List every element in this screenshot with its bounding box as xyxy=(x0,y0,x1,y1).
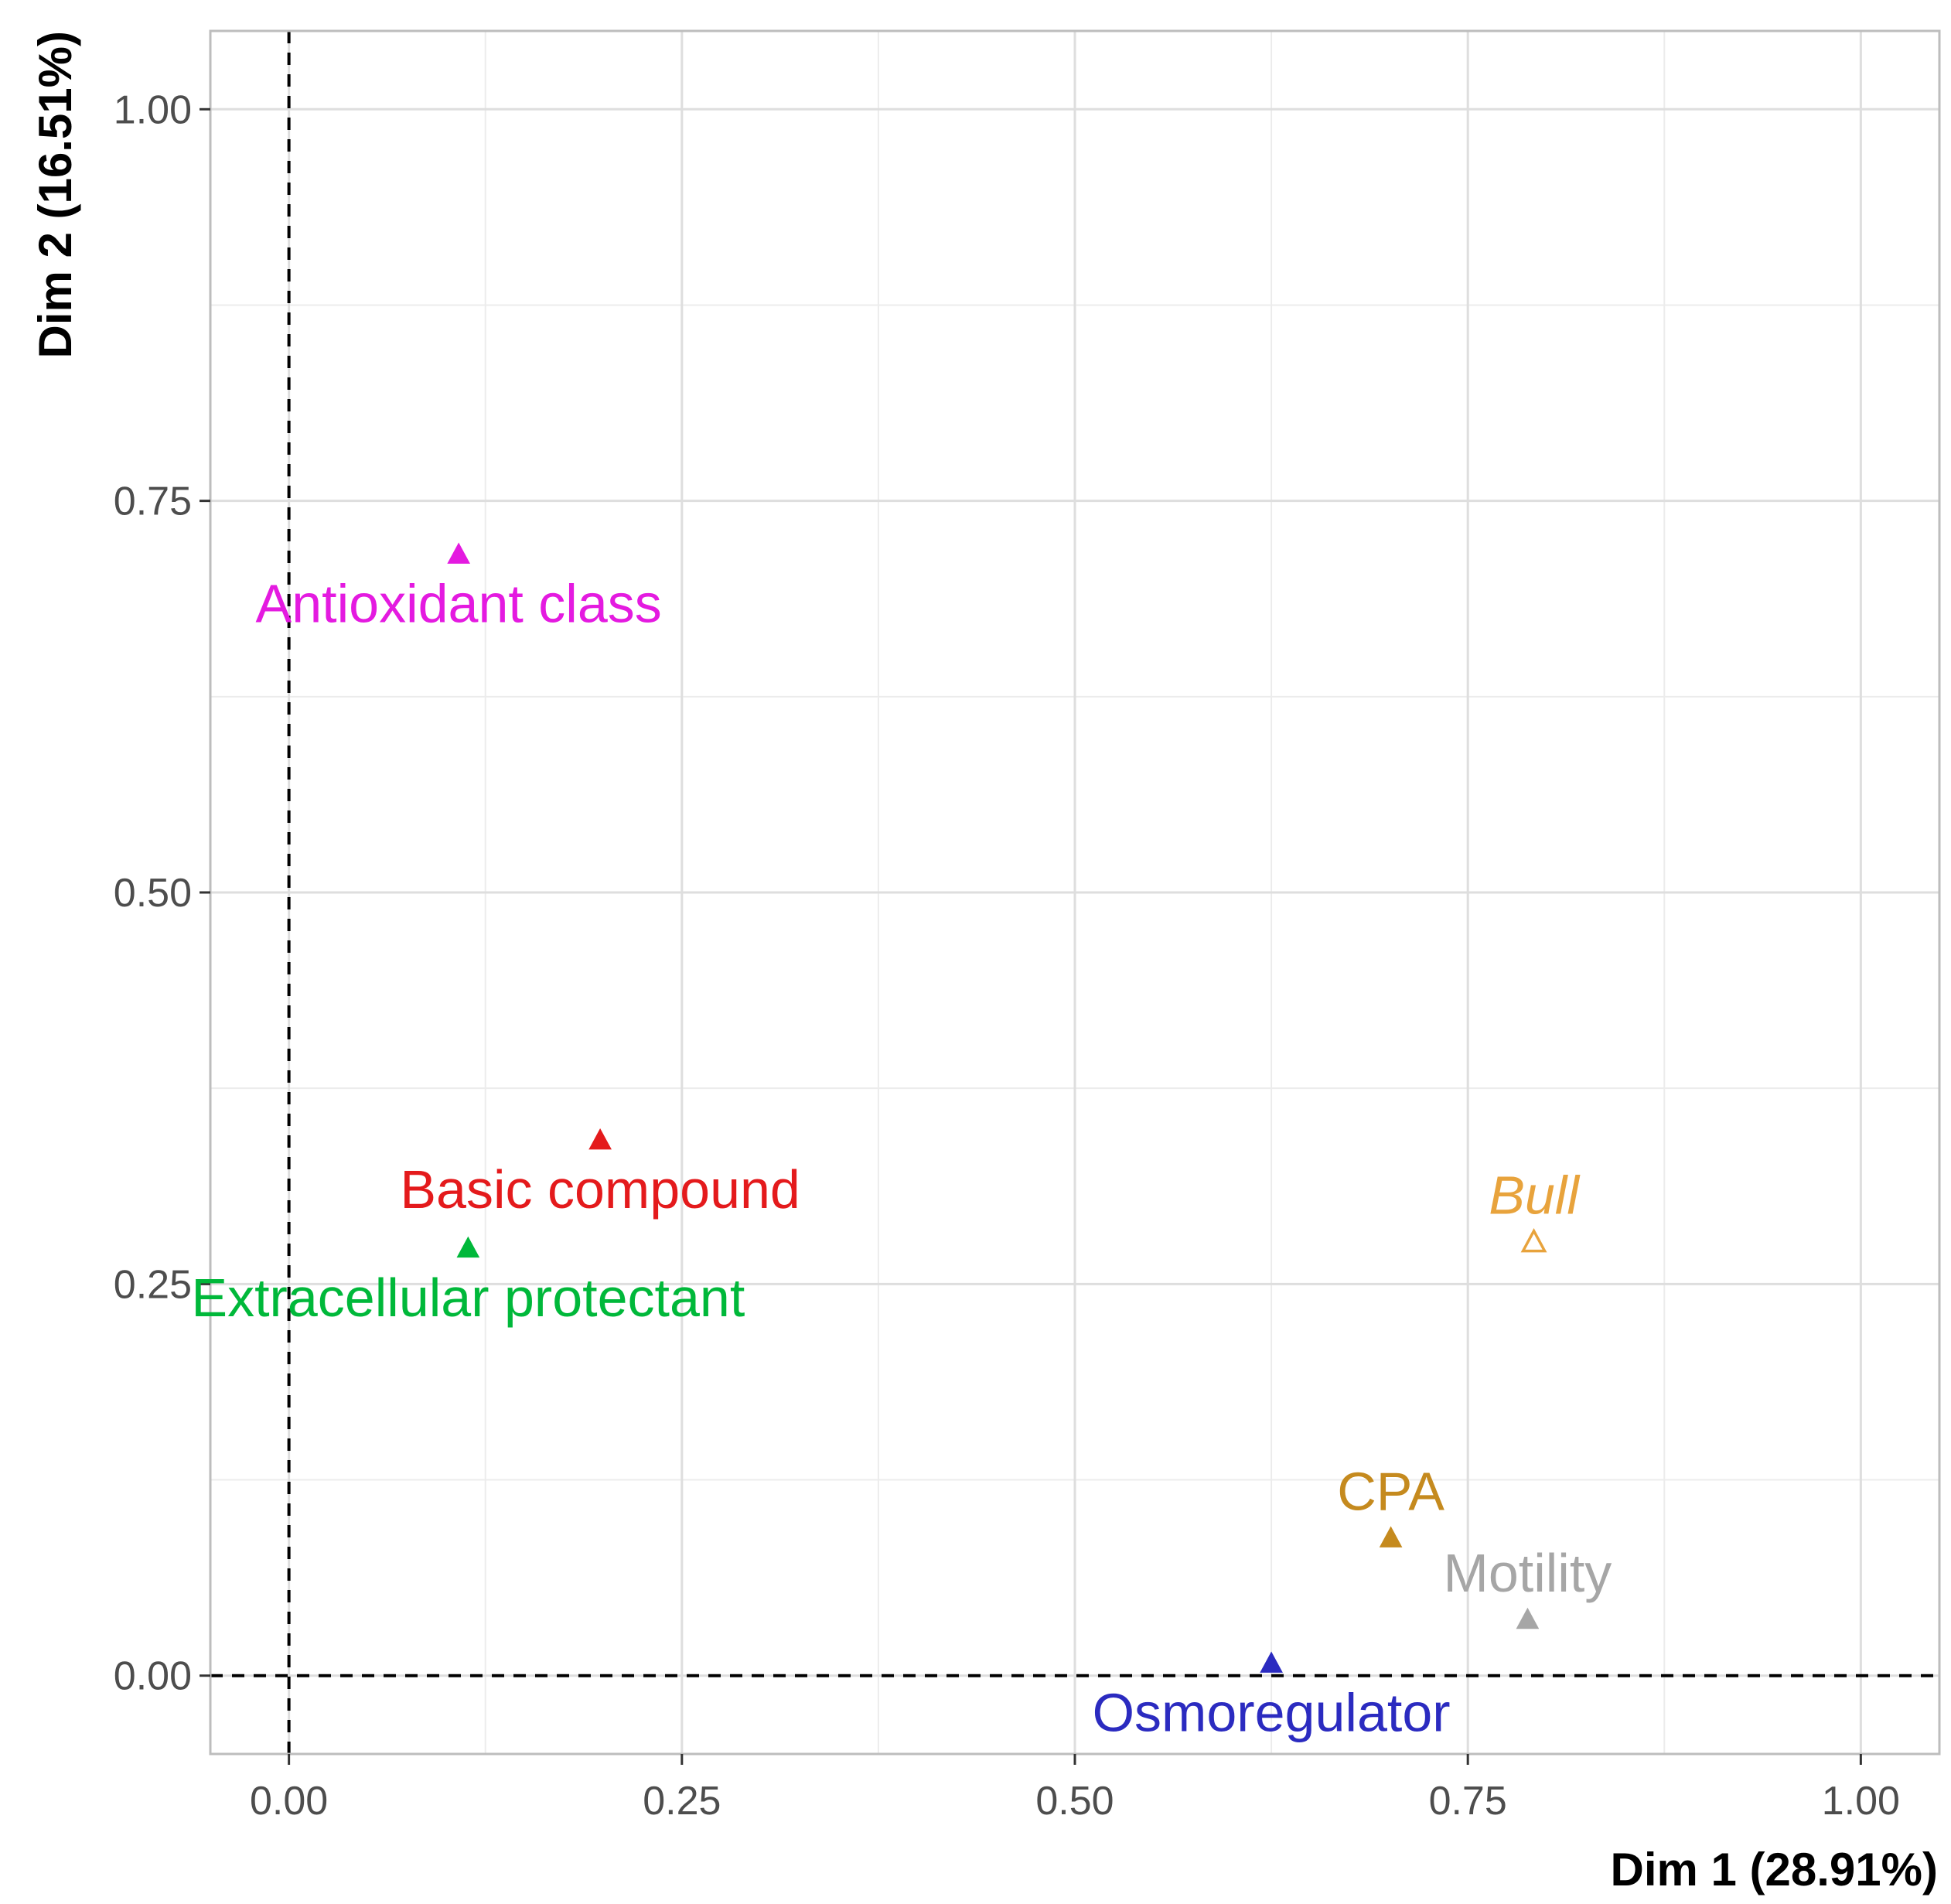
point-label-extracellular-protectant: Extracellular protectant xyxy=(191,1268,745,1328)
x-axis-title: Dim 1 (28.91%) xyxy=(1610,1844,1938,1895)
point-marker-motility xyxy=(1516,1607,1540,1629)
x-tick-label: 1.00 xyxy=(1822,1779,1900,1824)
data-points: Antioxidant class Basic compound Extracell… xyxy=(191,542,1612,1743)
y-tick-label: 0.50 xyxy=(114,871,192,916)
point-marker-osmoregulator xyxy=(1260,1651,1283,1673)
reference-lines xyxy=(210,31,1939,1754)
point-marker-cpa xyxy=(1379,1526,1403,1547)
point-marker-bull xyxy=(1520,1227,1547,1253)
y-tick-label: 0.25 xyxy=(114,1262,192,1307)
point-label-bull: Bull xyxy=(1489,1165,1581,1226)
x-tick-label: 0.00 xyxy=(250,1779,328,1824)
x-tick-label: 0.50 xyxy=(1035,1779,1114,1824)
point-marker-extracellular-protectant xyxy=(456,1236,480,1258)
x-tick-label: 0.75 xyxy=(1429,1779,1507,1824)
point-marker-antioxidant-class xyxy=(447,542,471,564)
point-label-antioxidant-class: Antioxidant class xyxy=(256,574,662,634)
x-axis-ticks: 0.00 0.25 0.50 0.75 1.00 xyxy=(250,1754,1900,1824)
point-label-motility: Motility xyxy=(1444,1543,1612,1603)
point-marker-basic-compound xyxy=(588,1128,612,1150)
point-label-cpa: CPA xyxy=(1337,1461,1444,1521)
point-label-basic-compound: Basic compound xyxy=(400,1159,800,1220)
y-axis-ticks: 0.00 0.25 0.50 0.75 1.00 xyxy=(114,87,210,1699)
y-axis-title: Dim 2 (16.51%) xyxy=(29,31,81,359)
x-tick-label: 0.25 xyxy=(643,1779,721,1824)
y-tick-label: 0.75 xyxy=(114,479,192,524)
y-tick-label: 1.00 xyxy=(114,87,192,132)
point-label-osmoregulator: Osmoregulator xyxy=(1093,1683,1451,1743)
y-tick-label: 0.00 xyxy=(114,1654,192,1699)
